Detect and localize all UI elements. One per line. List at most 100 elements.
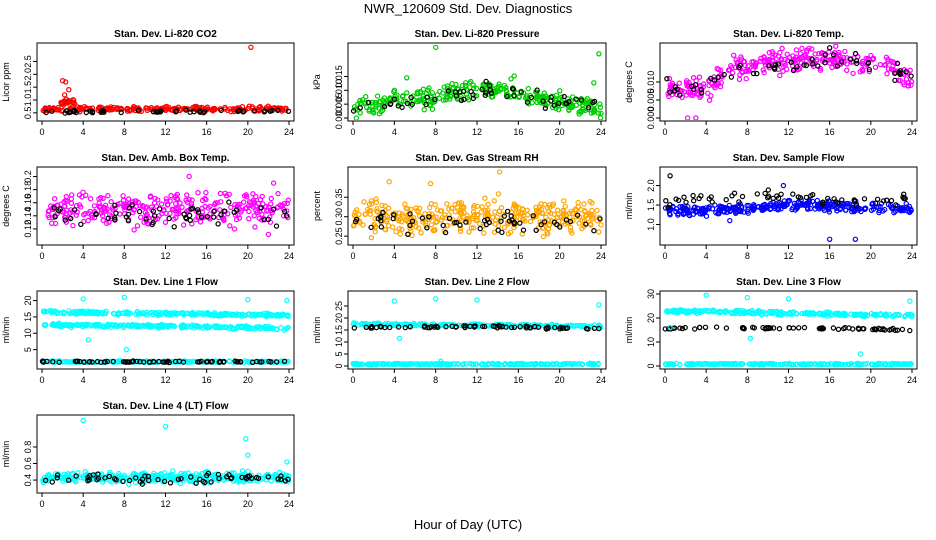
data-point <box>248 44 254 51</box>
data-point <box>443 324 449 330</box>
data-point <box>427 180 434 187</box>
data-point <box>588 361 594 367</box>
data-point <box>460 88 467 95</box>
data-points <box>350 44 604 120</box>
data-point <box>444 85 450 92</box>
data-point <box>483 78 489 85</box>
data-point <box>781 310 788 317</box>
data-point <box>501 213 508 219</box>
data-point <box>162 423 169 429</box>
data-point <box>784 201 790 208</box>
data-point <box>677 325 683 331</box>
data-point <box>675 308 681 314</box>
data-point <box>387 100 394 107</box>
data-point <box>820 199 826 205</box>
y-tick-label: 5 <box>23 347 33 352</box>
data-point <box>468 225 475 231</box>
data-point <box>591 80 597 86</box>
data-point <box>218 211 224 218</box>
data-points <box>350 169 604 241</box>
y-tick-label: 15 <box>23 312 33 322</box>
data-point <box>175 476 182 482</box>
data-point <box>167 473 173 479</box>
x-tick-label: 0 <box>39 251 44 261</box>
x-tick-label: 4 <box>704 375 709 385</box>
data-point <box>853 203 859 209</box>
data-point <box>281 327 287 333</box>
data-point <box>717 67 724 73</box>
data-point <box>379 202 385 209</box>
data-point <box>534 87 540 93</box>
data-point <box>150 208 157 214</box>
data-point <box>147 310 153 316</box>
data-point <box>433 214 439 220</box>
data-point <box>448 361 454 367</box>
data-point <box>67 215 74 222</box>
data-point <box>421 324 428 330</box>
data-point <box>532 361 538 367</box>
data-point <box>750 70 757 77</box>
data-point <box>558 214 564 220</box>
data-point <box>546 222 552 229</box>
y-tick-label: 0.25 <box>334 227 344 245</box>
data-point <box>444 83 451 89</box>
data-point <box>178 476 184 482</box>
data-point <box>590 360 597 367</box>
data-point <box>213 476 220 482</box>
data-point <box>754 309 761 315</box>
data-point <box>270 206 277 212</box>
data-point <box>725 67 732 73</box>
data-point <box>186 173 192 180</box>
data-point <box>789 206 795 213</box>
x-tick-label: 20 <box>866 127 876 137</box>
data-point <box>721 71 727 78</box>
data-point <box>51 205 58 211</box>
x-tick-label: 12 <box>472 127 482 137</box>
data-point <box>540 98 546 104</box>
data-point <box>202 479 208 486</box>
data-point <box>125 211 132 218</box>
data-point <box>194 359 201 365</box>
data-point <box>812 361 819 367</box>
y-tick-label: 2.0 <box>646 179 656 192</box>
data-point <box>409 218 416 224</box>
data-point <box>483 90 489 96</box>
data-point <box>508 324 515 331</box>
data-point <box>177 481 183 487</box>
data-point <box>80 322 87 328</box>
data-point <box>557 88 563 94</box>
data-point <box>858 208 864 215</box>
data-point <box>82 468 88 475</box>
data-point <box>712 202 718 208</box>
data-point <box>498 218 504 224</box>
data-point <box>667 201 673 208</box>
data-point <box>793 361 800 367</box>
data-point <box>723 206 729 212</box>
data-point <box>824 313 830 319</box>
data-point <box>257 107 263 113</box>
y-axis-label: ml/min <box>624 317 634 344</box>
data-point <box>211 105 217 112</box>
data-point <box>852 236 859 242</box>
x-tick-label: 8 <box>433 251 438 261</box>
data-point <box>424 361 431 367</box>
data-point <box>163 210 169 217</box>
data-point <box>44 476 50 483</box>
data-point <box>151 359 157 365</box>
data-point <box>687 89 694 96</box>
data-point <box>579 217 585 224</box>
data-point <box>494 214 501 220</box>
data-point <box>511 324 518 330</box>
data-point <box>163 196 169 202</box>
x-tick-label: 24 <box>907 375 917 385</box>
data-point <box>739 193 746 200</box>
data-point <box>579 361 585 368</box>
data-point <box>50 359 56 365</box>
data-point <box>275 204 281 210</box>
data-point <box>95 471 101 477</box>
data-point <box>429 90 435 96</box>
data-point <box>903 69 909 75</box>
data-point <box>153 109 159 115</box>
data-point <box>844 61 850 67</box>
